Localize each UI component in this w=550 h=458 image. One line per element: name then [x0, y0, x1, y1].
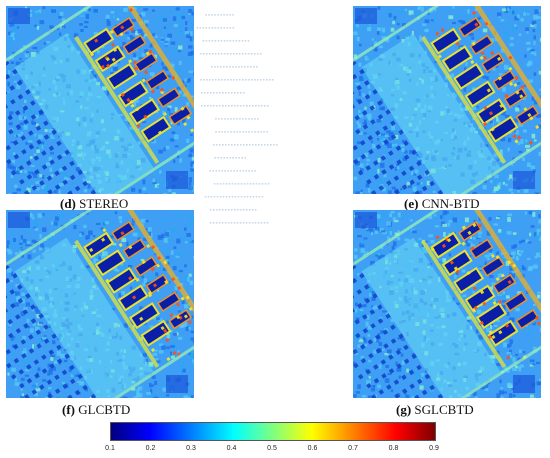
- caption-letter: (e): [404, 196, 419, 211]
- colorbar: 0.1 0.2 0.3 0.4 0.5 0.6 0.7 0.8 0.9: [104, 420, 440, 452]
- caption-cnn-btd: (e) CNN-BTD: [404, 196, 479, 212]
- colorbar-tick: 0.7: [348, 445, 358, 452]
- heatmap-panel-sglcbtd: [353, 210, 541, 398]
- colorbar-tick: 0.9: [429, 445, 439, 452]
- caption-label: STEREO: [79, 196, 129, 211]
- colorbar-gradient: [110, 422, 436, 441]
- colorbar-tick: 0.3: [186, 445, 196, 452]
- caption-letter: (d): [60, 196, 76, 211]
- heatmap-panel-glcbtd: [6, 210, 194, 398]
- stereo-heatmap-image: [6, 6, 194, 194]
- caption-letter: (f): [62, 402, 75, 417]
- glcbtd-heatmap-image: [6, 210, 194, 398]
- colorbar-tick: 0.2: [145, 445, 156, 452]
- sglcbtd-heatmap-image: [353, 210, 541, 398]
- cnn-btd-heatmap-image: [353, 6, 541, 194]
- colorbar-tick: 0.6: [307, 445, 318, 452]
- caption-label: SGLCBTD: [414, 402, 474, 417]
- caption-sglcbtd: (g) SGLCBTD: [396, 402, 474, 418]
- caption-glcbtd: (f) GLCBTD: [62, 402, 130, 418]
- heatmap-panel-stereo: [6, 6, 194, 194]
- caption-label: CNN-BTD: [421, 196, 480, 211]
- colorbar-tick: 0.4: [226, 445, 237, 452]
- caption-letter: (g): [396, 402, 412, 417]
- heatmap-panel-cnn-btd: [353, 6, 541, 194]
- faint-artifact-overlay: [196, 14, 278, 224]
- colorbar-tick: 0.1: [105, 445, 115, 452]
- caption-label: GLCBTD: [78, 402, 131, 417]
- caption-stereo: (d) STEREO: [60, 196, 128, 212]
- colorbar-tick: 0.5: [267, 445, 277, 452]
- colorbar-tick: 0.8: [388, 445, 399, 452]
